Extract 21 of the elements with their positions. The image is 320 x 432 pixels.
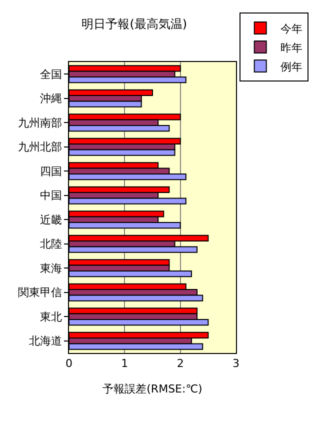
x-tick-label: 3 — [232, 357, 240, 370]
x-axis-title: 予報誤差(RMSE:℃) — [102, 382, 202, 396]
y-tick-label: 東海 — [40, 262, 62, 275]
y-tick-label: 北海道 — [28, 334, 62, 348]
y-tick-label: 九州北部 — [18, 140, 62, 154]
y-tick-label: 関東甲信 — [18, 286, 62, 300]
y-tick-label: 四国 — [40, 164, 62, 178]
y-tick-label: 近畿 — [40, 213, 62, 226]
legend-label: 今年 — [280, 22, 302, 36]
y-tick-label: 九州南部 — [18, 116, 62, 130]
y-tick-label: 沖縄 — [40, 92, 62, 106]
y-tick-label: 全国 — [40, 68, 62, 81]
y-tick-label: 中国 — [40, 189, 62, 202]
x-tick-label: 0 — [66, 357, 72, 370]
y-tick-label: 東北 — [40, 310, 62, 324]
y-tick-label: 北陸 — [40, 238, 62, 251]
x-tick-label: 2 — [176, 357, 184, 370]
chart-title: 明日予報(最高気温) — [82, 16, 188, 31]
x-tick-label: 1 — [121, 357, 128, 370]
legend-label: 例年 — [280, 60, 302, 74]
legend-label: 昨年 — [280, 41, 302, 54]
